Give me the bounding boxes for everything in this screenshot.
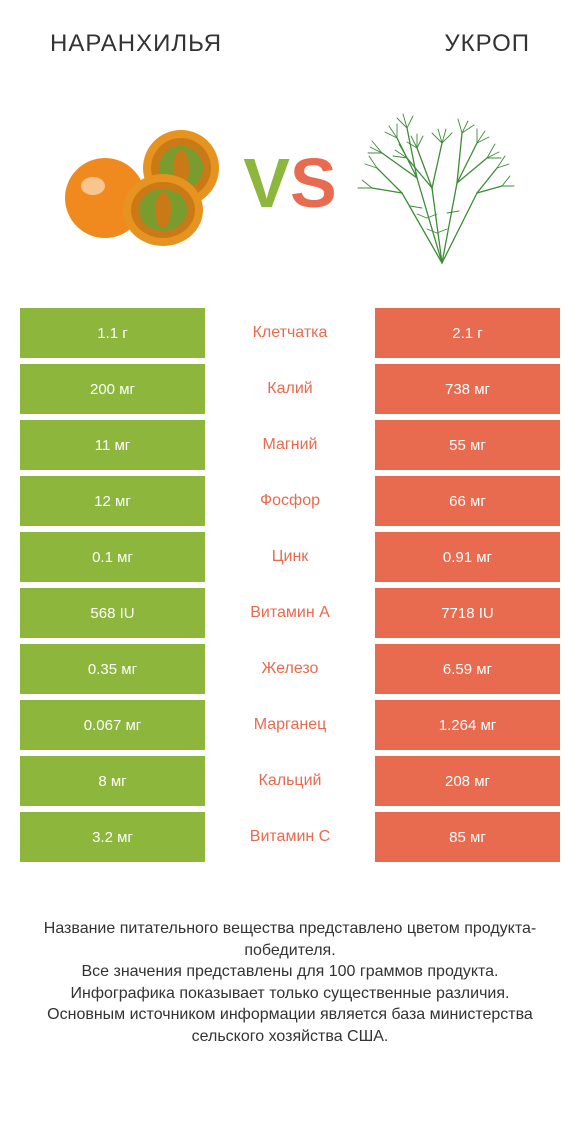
value-left: 8 мг xyxy=(20,756,205,806)
nutrient-name: Марганец xyxy=(205,700,375,750)
value-right: 0.91 мг xyxy=(375,532,560,582)
footer-line: Инфографика показывает только существенн… xyxy=(28,983,552,1005)
value-left: 1.1 г xyxy=(20,308,205,358)
comparison-table: 1.1 гКлетчатка2.1 г 200 мгКалий738 мг 11 м… xyxy=(0,308,580,862)
value-left: 0.35 мг xyxy=(20,644,205,694)
value-right: 738 мг xyxy=(375,364,560,414)
nutrient-name: Калий xyxy=(205,364,375,414)
vs-badge: VS xyxy=(243,148,336,218)
nutrient-name: Клетчатка xyxy=(205,308,375,358)
value-left: 3.2 мг xyxy=(20,812,205,862)
value-right: 1.264 мг xyxy=(375,700,560,750)
nutrient-name: Кальций xyxy=(205,756,375,806)
value-left: 12 мг xyxy=(20,476,205,526)
footer-line: Название питательного вещества представл… xyxy=(28,918,552,961)
value-right: 85 мг xyxy=(375,812,560,862)
nutrient-name: Витамин C xyxy=(205,812,375,862)
nutrient-name: Магний xyxy=(205,420,375,470)
value-left: 200 мг xyxy=(20,364,205,414)
nutrient-name: Витамин A xyxy=(205,588,375,638)
footer-line: Все значения представлены для 100 граммо… xyxy=(28,961,552,983)
value-right: 66 мг xyxy=(375,476,560,526)
value-right: 6.59 мг xyxy=(375,644,560,694)
nutrient-name: Железо xyxy=(205,644,375,694)
table-row: 12 мгФосфор66 мг xyxy=(20,476,560,526)
value-left: 0.1 мг xyxy=(20,532,205,582)
footer-notes: Название питательного вещества представл… xyxy=(0,868,580,1068)
value-right: 208 мг xyxy=(375,756,560,806)
table-row: 0.1 мгЦинк0.91 мг xyxy=(20,532,560,582)
table-row: 200 мгКалий738 мг xyxy=(20,364,560,414)
product-right-title: УКРОП xyxy=(444,30,530,58)
product-left-image xyxy=(63,98,233,268)
value-left: 11 мг xyxy=(20,420,205,470)
table-row: 8 мгКальций208 мг xyxy=(20,756,560,806)
table-row: 3.2 мгВитамин C85 мг xyxy=(20,812,560,862)
vs-letter-v: V xyxy=(243,148,290,218)
table-row: 0.067 мгМарганец1.264 мг xyxy=(20,700,560,750)
nutrient-name: Фосфор xyxy=(205,476,375,526)
footer-line: Основным источником информации является … xyxy=(28,1004,552,1047)
vs-letter-s: S xyxy=(290,148,337,218)
hero: VS xyxy=(0,78,580,308)
value-right: 2.1 г xyxy=(375,308,560,358)
nutrient-name: Цинк xyxy=(205,532,375,582)
table-row: 0.35 мгЖелезо6.59 мг xyxy=(20,644,560,694)
value-left: 568 IU xyxy=(20,588,205,638)
table-row: 11 мгМагний55 мг xyxy=(20,420,560,470)
value-right: 7718 IU xyxy=(375,588,560,638)
table-row: 1.1 гКлетчатка2.1 г xyxy=(20,308,560,358)
value-right: 55 мг xyxy=(375,420,560,470)
table-row: 568 IUВитамин A7718 IU xyxy=(20,588,560,638)
product-right-image xyxy=(347,98,517,268)
value-left: 0.067 мг xyxy=(20,700,205,750)
product-left-title: НАРАНХИЛЬЯ xyxy=(50,30,222,58)
header: НАРАНХИЛЬЯ УКРОП xyxy=(0,0,580,78)
